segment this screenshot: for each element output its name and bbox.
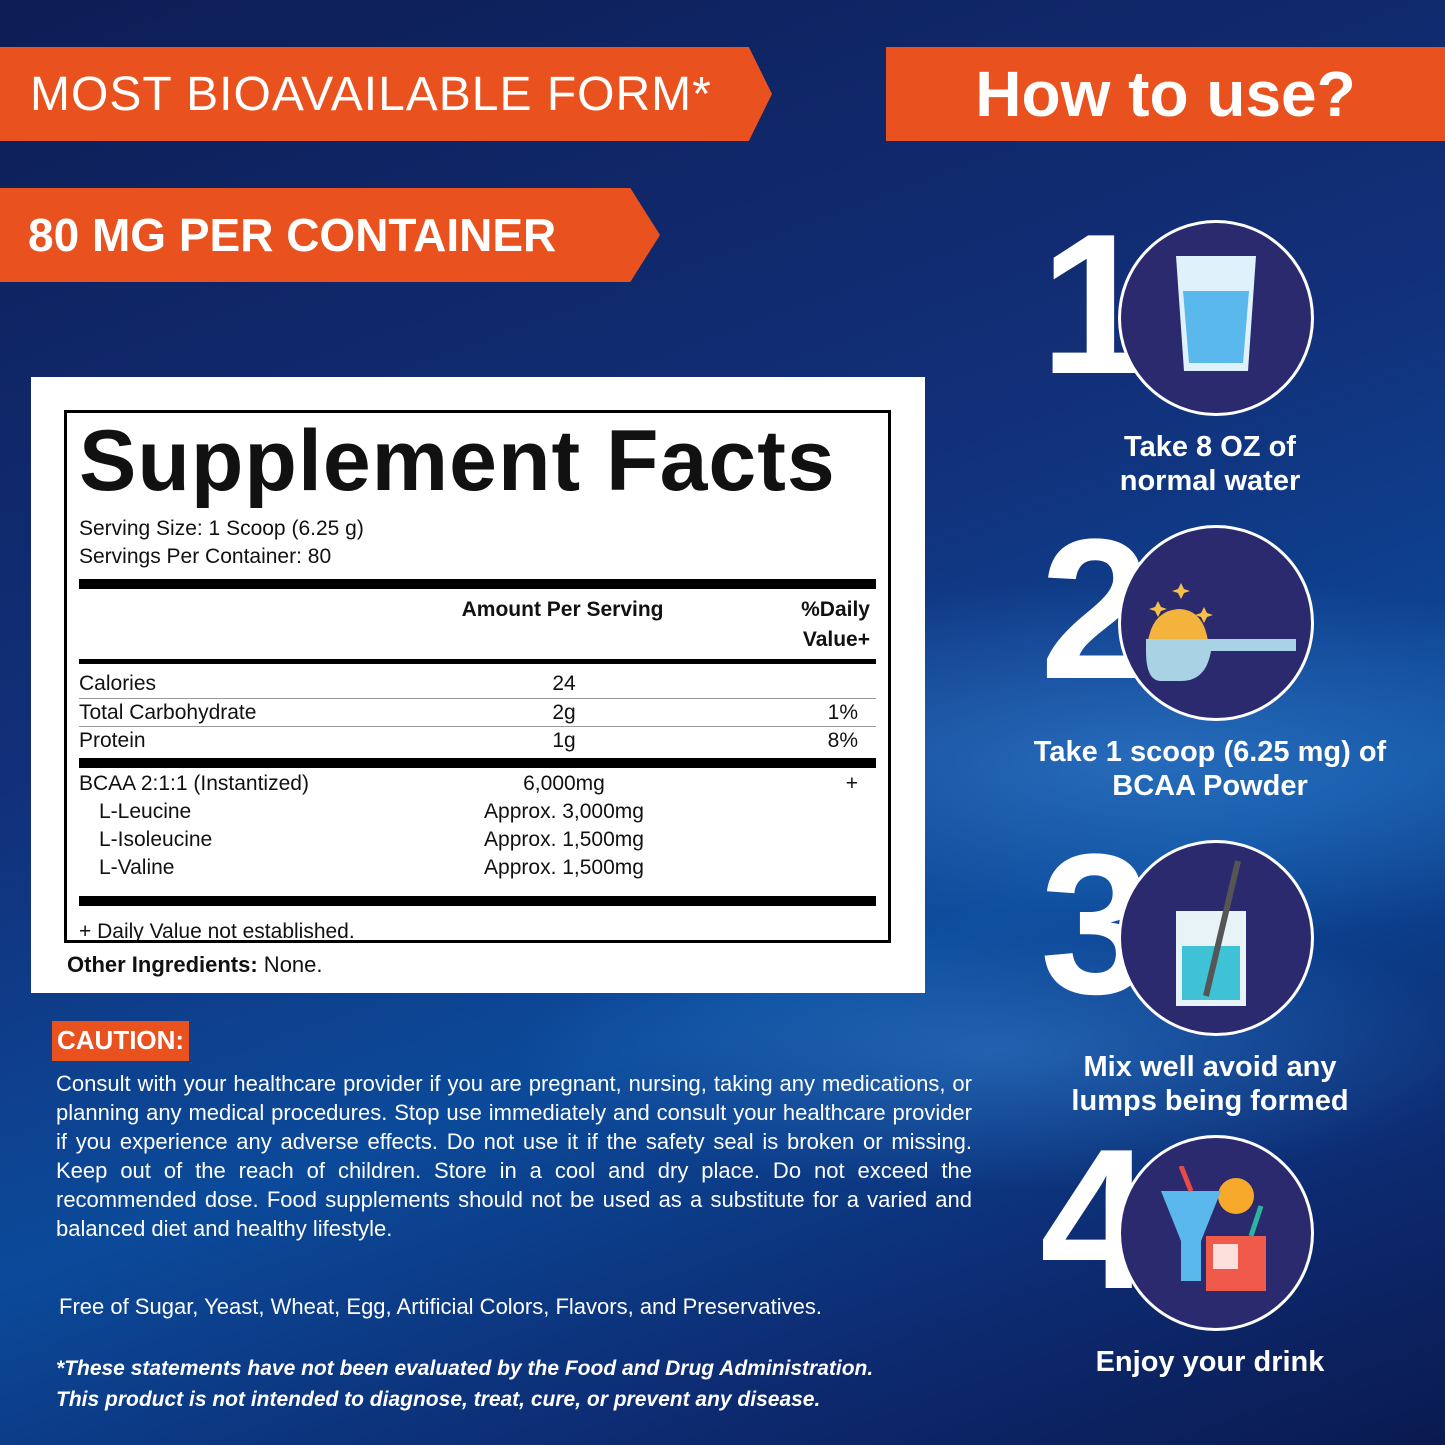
per-container-banner: 80 MG PER CONTAINER (0, 188, 660, 282)
banner-text: MOST BIOAVAILABLE FORM* (30, 67, 712, 121)
divider (79, 896, 876, 906)
caution-label: CAUTION: (52, 1021, 190, 1061)
nutrient-name: Calories (79, 672, 157, 695)
glass-of-water-icon (1171, 251, 1261, 386)
step-circle (1118, 1135, 1314, 1331)
mixing-cup-icon (1166, 856, 1266, 1021)
supplement-facts-panel: Supplement Facts Serving Size: 1 Scoop (… (31, 377, 925, 993)
nutrient-name: Protein (79, 729, 146, 752)
dv-footnote: + Daily Value not established. (79, 920, 355, 943)
nutrient-amount: Approx. 3,000mg (484, 800, 644, 823)
caption-line: Take 1 scoop (6.25 mg) of (1033, 736, 1387, 768)
caution-text: Consult with your healthcare provider if… (56, 1071, 972, 1241)
other-ingredients: Other Ingredients: None. (67, 952, 323, 978)
banner-text: How to use? (975, 58, 1356, 130)
nutrient-dv: + (845, 772, 858, 795)
nutrient-amount: 24 (552, 672, 576, 695)
step-caption: Mix well avoid any lumps being formed (1010, 1050, 1410, 1118)
scoop-powder-icon (1136, 561, 1296, 686)
caption-line: normal water (1119, 465, 1301, 497)
facts-row: L-Valine Approx. 1,500mg (79, 854, 876, 882)
caption-line: lumps being formed (1071, 1085, 1349, 1117)
divider (79, 659, 876, 664)
caption-line: Mix well avoid any (1083, 1051, 1337, 1083)
serving-size: Serving Size: 1 Scoop (6.25 g) (79, 517, 364, 540)
nutrient-name: BCAA 2:1:1 (Instantized) (79, 772, 309, 795)
fda-disclaimer: *These statements have not been evaluate… (56, 1353, 873, 1415)
step-circle (1118, 525, 1314, 721)
nutrient-dv (669, 854, 876, 882)
facts-row: Total Carbohydrate 2g 1% (79, 698, 876, 726)
facts-title: Supplement Facts (79, 413, 836, 509)
divider (79, 758, 876, 768)
facts-row: L-Isoleucine Approx. 1,500mg (79, 826, 876, 854)
nutrient-amount: 6,000mg (523, 772, 605, 795)
facts-row: L-Leucine Approx. 3,000mg (79, 798, 876, 826)
nutrient-name: L-Isoleucine (99, 828, 213, 851)
nutrient-name: L-Leucine (99, 800, 192, 823)
banner-text: 80 MG PER CONTAINER (28, 209, 557, 261)
drinks-icon (1151, 1164, 1281, 1301)
facts-row: Calories 24 (79, 670, 876, 698)
dv-header: %Daily Value+ (801, 598, 870, 651)
nutrient-name: L-Valine (99, 856, 175, 879)
step-caption: Enjoy your drink (1010, 1345, 1410, 1379)
caption-line: Take 8 OZ of (1124, 431, 1296, 463)
step-caption: Take 8 OZ of normal water (1010, 430, 1410, 498)
servings-per-container: Servings Per Container: 80 (79, 545, 332, 568)
divider (79, 579, 876, 589)
nutrient-dv (669, 798, 876, 826)
nutrient-amount: Approx. 1,500mg (484, 856, 644, 879)
step-circle (1118, 840, 1314, 1036)
nutrient-dv (669, 670, 876, 698)
other-value: None. (257, 952, 323, 977)
free-of-text: Free of Sugar, Yeast, Wheat, Egg, Artifi… (59, 1294, 823, 1319)
facts-row: Protein 1g 8% (79, 726, 876, 754)
how-to-use-banner: How to use? (886, 47, 1445, 141)
disclaimer-line: *These statements have not been evaluate… (56, 1357, 874, 1380)
caption-line: Enjoy your drink (1095, 1346, 1325, 1378)
disclaimer-line: This product is not intended to diagnose… (56, 1388, 821, 1411)
bioavailable-banner: MOST BIOAVAILABLE FORM* (0, 47, 772, 141)
facts-row: BCAA 2:1:1 (Instantized) 6,000mg + (79, 770, 876, 798)
nutrient-amount: 2g (552, 701, 576, 724)
other-label: Other Ingredients: (67, 952, 258, 977)
step-circle (1118, 220, 1314, 416)
caption-line: BCAA Powder (1112, 770, 1308, 802)
nutrient-amount: Approx. 1,500mg (484, 828, 644, 851)
nutrient-amount: 1g (552, 729, 576, 752)
amount-header: Amount Per Serving (461, 598, 664, 621)
step-caption: Take 1 scoop (6.25 mg) of BCAA Powder (1010, 735, 1410, 803)
nutrient-dv (669, 826, 876, 854)
supplement-facts-box: Supplement Facts Serving Size: 1 Scoop (… (64, 410, 891, 943)
nutrient-dv: 1% (827, 701, 858, 724)
nutrient-name: Total Carbohydrate (79, 701, 257, 724)
nutrient-dv: 8% (827, 729, 858, 752)
